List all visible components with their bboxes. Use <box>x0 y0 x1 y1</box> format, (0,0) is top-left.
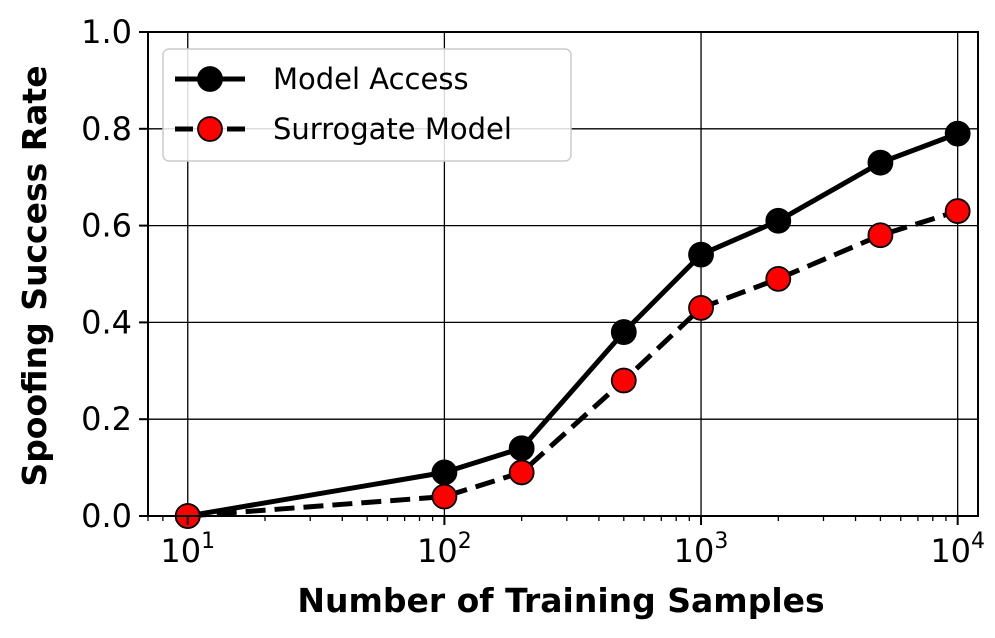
series-line <box>187 131 959 519</box>
series-1 <box>174 120 971 529</box>
x-tick-label: 101 <box>160 529 215 570</box>
x-tick-label: 104 <box>930 529 985 570</box>
legend-frame <box>162 48 572 162</box>
data-point <box>765 265 792 292</box>
legend-label: Model Access <box>273 62 469 96</box>
legend-entry: Model Access <box>175 62 469 96</box>
y-tick-label: 0.0 <box>81 497 132 535</box>
series-line <box>187 208 959 519</box>
y-tick-label: 0.6 <box>81 207 132 245</box>
series-layer <box>174 120 971 529</box>
legend-label: Surrogate Model <box>273 112 512 146</box>
x-axis-ticks: 101 102 103 104 <box>147 516 985 570</box>
data-point <box>610 367 637 394</box>
x-tick-label: 103 <box>674 529 729 570</box>
data-point <box>867 149 894 176</box>
x-tick-label: 102 <box>417 529 472 570</box>
data-point <box>765 207 792 234</box>
data-point <box>508 459 535 486</box>
data-point <box>944 120 971 147</box>
x-axis-label: Number of Training Samples <box>297 581 824 620</box>
data-point <box>610 319 637 345</box>
legend: Model Access Surrogate Model <box>162 48 572 162</box>
data-point <box>431 483 458 510</box>
legend-marker <box>197 66 223 92</box>
data-point <box>508 435 535 462</box>
data-point <box>688 294 714 321</box>
legend-entry: Surrogate Model <box>175 112 512 146</box>
y-axis-ticks: 0.0 0.2 0.4 0.6 0.8 1.0 <box>81 13 148 535</box>
y-tick-label: 0.2 <box>81 400 132 438</box>
data-point <box>944 198 971 224</box>
legend-marker <box>197 116 223 142</box>
y-tick-label: 0.8 <box>81 110 132 148</box>
plot-frame <box>147 31 979 517</box>
y-tick-label: 1.0 <box>81 13 132 51</box>
series-2 <box>174 198 971 529</box>
y-axis-label: Spoofing Success Rate <box>15 65 54 486</box>
data-point <box>867 222 894 249</box>
y-tick-label: 0.4 <box>81 303 132 341</box>
data-point <box>431 459 458 486</box>
data-point <box>688 241 714 268</box>
